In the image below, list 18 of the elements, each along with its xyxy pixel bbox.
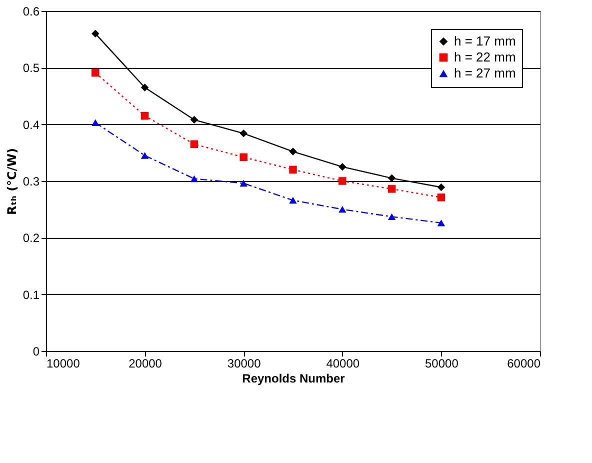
x-tick-label: 20000	[128, 356, 162, 370]
x-tick-label: 30000	[227, 356, 262, 370]
legend-label: h = 17 mm	[454, 34, 516, 48]
legend-label: h = 22 mm	[454, 50, 516, 64]
x-tick-label: 60000	[507, 356, 541, 370]
y-tick-label: 0.6	[22, 4, 40, 18]
x-tick-label: 50000	[425, 356, 459, 370]
x-tick-label: 40000	[326, 356, 360, 370]
y-tick-label: 0.3	[22, 174, 40, 188]
y-tick-label: 0.1	[22, 288, 40, 302]
y-tick-label: 0.2	[22, 231, 40, 246]
y-tick-label: 0	[32, 344, 40, 358]
legend-label: h = 27 mm	[454, 66, 516, 80]
y-tick-label: 0.4	[22, 118, 40, 132]
x-tick-label: 10000	[46, 356, 80, 370]
y-axis-title: Rₜₕ (°C/W)	[4, 148, 19, 215]
y-tick-label: 0.5	[22, 61, 40, 76]
x-axis-title: Reynolds Number	[242, 372, 346, 386]
